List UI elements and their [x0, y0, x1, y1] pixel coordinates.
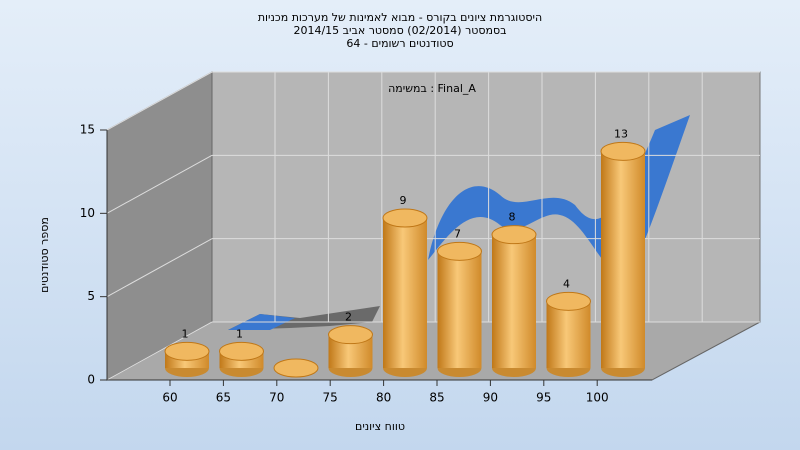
bar-top	[600, 141, 646, 161]
bar-body	[546, 301, 591, 368]
x-tick-label: 65	[216, 391, 231, 405]
data-label: 1	[182, 327, 189, 340]
grid-line	[106, 238, 213, 298]
x-tick-label: 90	[483, 391, 498, 405]
grid-line	[106, 321, 213, 381]
bar-body	[492, 234, 536, 368]
title: סטודנטים רשומים - 64	[346, 37, 453, 50]
bar-top	[164, 341, 210, 361]
bar	[600, 141, 646, 377]
grid-line	[106, 71, 213, 131]
bar-top	[491, 225, 537, 245]
x-tick-label: 95	[536, 391, 551, 405]
y-tick-label: 10	[80, 206, 95, 220]
bar-top	[328, 325, 373, 345]
bar-top	[382, 208, 428, 228]
x-tick-label: 85	[429, 391, 444, 405]
data-label: 2	[345, 311, 352, 324]
data-label: 7	[454, 227, 461, 240]
x-tick-label: 80	[376, 391, 391, 405]
x-axis-label: טווח ציונים	[355, 420, 405, 433]
bar-top	[219, 341, 264, 361]
bar	[382, 208, 428, 377]
bar-top	[437, 241, 482, 261]
bar	[328, 325, 373, 377]
annotation: במשימה : Final_A	[388, 82, 476, 95]
title: בסמסטר (02/2014) סמסטר אביב 2014/15	[293, 24, 506, 37]
bar-body	[437, 251, 482, 368]
x-tick-label: 60	[162, 391, 177, 405]
y-axis-label: מספר סטודנטים	[38, 217, 51, 293]
data-label: 9	[400, 194, 407, 207]
bar	[273, 358, 319, 378]
bar-body	[383, 218, 427, 368]
bar-body	[601, 151, 645, 368]
grid-line	[106, 154, 213, 214]
bar	[491, 225, 537, 377]
data-label: 13	[614, 127, 628, 140]
title: היסטוגרמת ציונים בקורס - מבוא לאמינות של…	[258, 11, 542, 24]
y-tick-label: 15	[80, 123, 95, 137]
data-label: 1	[236, 327, 243, 340]
bar	[164, 341, 210, 377]
bar	[219, 341, 264, 377]
bar-top	[546, 291, 591, 311]
bar-top	[273, 358, 319, 378]
bar	[546, 291, 591, 377]
y-tick-label: 0	[87, 373, 95, 387]
data-label: 8	[509, 211, 516, 224]
x-tick-label: 100	[586, 391, 609, 405]
x-tick-label: 70	[269, 391, 284, 405]
data-label: 4	[563, 277, 570, 290]
bar	[437, 241, 482, 377]
x-tick-label: 75	[323, 391, 338, 405]
y-tick-label: 5	[87, 289, 95, 303]
